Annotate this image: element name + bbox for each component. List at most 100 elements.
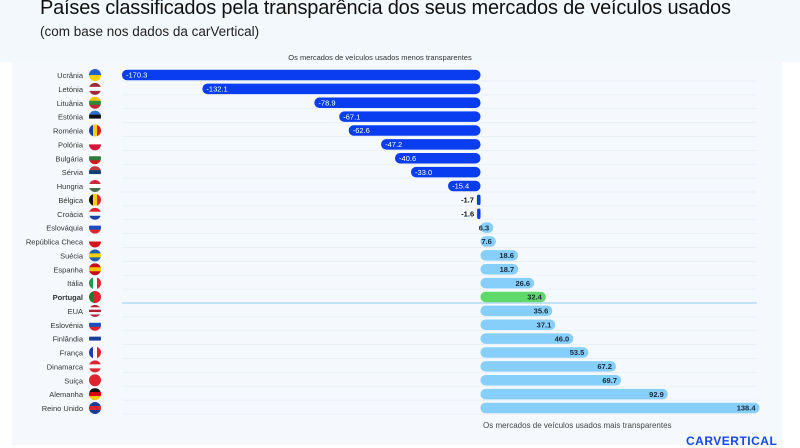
- flag-stripe: [89, 215, 101, 220]
- flag-stripe: [89, 364, 101, 369]
- category-label: Dinamarca: [47, 362, 84, 371]
- data-label: -170.3: [126, 71, 147, 80]
- flag-stripe: [89, 229, 101, 234]
- data-label: -33.0: [415, 168, 432, 177]
- bar: [480, 388, 668, 400]
- flag-stripe: [89, 396, 101, 401]
- data-label: 67.2: [597, 362, 612, 371]
- flag-stripe: [89, 96, 101, 102]
- category-label: Reino Unido: [42, 404, 83, 413]
- flag-stripe: [89, 110, 101, 115]
- bar: [395, 153, 481, 164]
- bar: [411, 166, 481, 178]
- top-annotation: Os mercados de veículos usados menos tra…: [288, 53, 472, 62]
- data-label: 6.3: [479, 223, 489, 232]
- flag-stripe: [89, 104, 101, 109]
- flag-stripe: [89, 225, 101, 230]
- data-label: 26.6: [516, 279, 531, 288]
- category-label: Bulgária: [55, 154, 83, 163]
- category-label: Hungria: [57, 182, 84, 191]
- category-label: Bélgica: [58, 196, 83, 205]
- flag-stripe: [89, 166, 101, 171]
- bar: [480, 236, 496, 247]
- data-label: -67.1: [343, 112, 360, 121]
- data-label: 92.9: [649, 390, 664, 399]
- flag-icon: [89, 388, 101, 401]
- data-label: -15.4: [452, 182, 469, 191]
- category-label: Portugal: [53, 293, 83, 302]
- flag-stripe: [89, 86, 101, 92]
- flag-stripe: [89, 402, 101, 407]
- flag-stripe: [93, 346, 98, 359]
- flag-icon: [89, 291, 101, 303]
- flag-icon: [89, 180, 101, 192]
- bar: [480, 347, 589, 358]
- flag-icon: [89, 235, 101, 248]
- category-label: Itália: [67, 279, 84, 288]
- flag-stripe: [89, 156, 101, 161]
- bar: [476, 194, 481, 206]
- flag-stripe: [89, 184, 101, 189]
- flag-stripe: [89, 100, 101, 106]
- flag-icon: [89, 152, 101, 165]
- category-label: Eslovénia: [50, 321, 83, 330]
- flag-icon: [89, 124, 101, 137]
- bar: [480, 222, 494, 233]
- category-label: Ucrânia: [57, 71, 84, 80]
- category-label: Suiça: [64, 376, 84, 385]
- flag-stripe: [89, 69, 101, 76]
- flag-icon: [89, 96, 101, 109]
- flag-stripe: [89, 90, 101, 95]
- data-label: 18.7: [500, 265, 515, 274]
- flag-icon: [89, 360, 101, 373]
- data-label: 35.6: [534, 307, 549, 316]
- flag-stripe: [93, 291, 98, 303]
- flag-stripe: [89, 340, 101, 345]
- flag-stripe: [93, 193, 98, 206]
- bar: [202, 83, 481, 95]
- category-label: Alemanha: [49, 390, 84, 399]
- flag-icon: [89, 263, 101, 276]
- flag-stripe: [89, 170, 101, 175]
- flag-stripe: [89, 322, 101, 328]
- flag-stripe: [89, 271, 101, 276]
- category-label: Eslováquia: [46, 224, 84, 233]
- flag-stripe: [89, 118, 101, 123]
- flag-stripe: [89, 380, 101, 387]
- flag-stripe: [89, 160, 101, 165]
- bar: [480, 305, 553, 317]
- flag-icon: [89, 69, 101, 81]
- bar: [348, 125, 481, 136]
- data-label: 69.7: [602, 376, 617, 385]
- flag-stripe: [89, 312, 101, 315]
- flag-stripe: [89, 82, 101, 88]
- data-label: 18.6: [499, 251, 514, 260]
- chart-subtitle: (com base nos dados da carVertical): [40, 24, 260, 39]
- bar: [448, 180, 481, 192]
- data-label: -40.6: [399, 154, 416, 163]
- category-label: Letónia: [58, 85, 83, 94]
- flag-stripe: [93, 277, 98, 290]
- bar: [339, 111, 481, 122]
- bottom-annotation: Os mercados de veículos usados mais tran…: [483, 421, 672, 430]
- flag-stripe: [89, 336, 101, 341]
- flag-stripe: [89, 221, 101, 226]
- flag-stripe: [89, 410, 101, 414]
- data-label: -47.2: [385, 140, 402, 149]
- flag-icon: [89, 221, 101, 234]
- flag-stripe: [89, 304, 101, 308]
- flag-stripe: [89, 207, 101, 213]
- data-label: -1.7: [461, 196, 474, 205]
- bar: [122, 69, 481, 81]
- category-label: EUA: [68, 307, 83, 316]
- data-label: 32.4: [527, 293, 542, 302]
- flag-stripe: [89, 314, 101, 317]
- data-label: -132.1: [206, 85, 227, 94]
- flag-icon: [89, 374, 101, 387]
- flag-stripe: [89, 188, 101, 192]
- flag-stripe: [89, 346, 94, 359]
- flag-icon: [89, 166, 101, 179]
- category-label: República Checa: [26, 238, 84, 247]
- category-label: Polónia: [58, 140, 84, 149]
